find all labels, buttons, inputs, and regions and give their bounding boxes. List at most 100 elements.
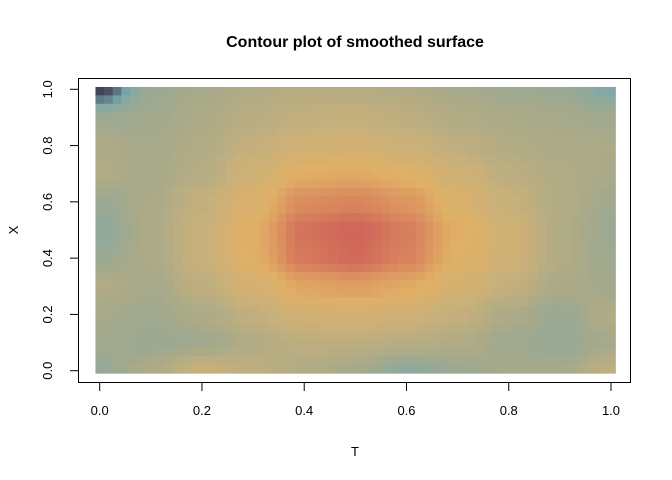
heatmap-cell [199, 162, 209, 172]
heatmap-cell [234, 196, 244, 206]
heatmap-cell [415, 255, 426, 265]
heatmap-cell [606, 204, 616, 214]
heatmap-cell [493, 154, 504, 164]
heatmap-cell [441, 196, 452, 206]
heatmap-cell [441, 314, 452, 324]
heatmap-cell [121, 272, 131, 282]
heatmap-cell [147, 103, 157, 113]
heatmap-cell [242, 280, 252, 290]
heatmap-cell [597, 103, 608, 113]
heatmap-cell [225, 356, 235, 366]
heatmap-cell [433, 103, 443, 113]
heatmap-cell [606, 171, 616, 181]
heatmap-cell [260, 339, 270, 349]
heatmap-cell [268, 221, 278, 231]
heatmap-cell [320, 246, 330, 256]
heatmap-cell [164, 347, 175, 357]
heatmap-cell [545, 263, 556, 273]
heatmap-cell [190, 221, 201, 231]
heatmap-cell [121, 255, 131, 265]
heatmap-cell [485, 322, 495, 332]
heatmap-cell [173, 314, 183, 324]
heatmap-cell [537, 255, 547, 265]
heatmap-cell [372, 263, 382, 273]
heatmap-cell [173, 196, 183, 206]
heatmap-cell [571, 154, 582, 164]
heatmap-cell [312, 145, 322, 155]
heatmap-cell [580, 112, 590, 122]
heatmap-cell [589, 330, 599, 340]
heatmap-cell [346, 280, 356, 290]
heatmap-cell [260, 204, 270, 214]
heatmap-cell [294, 246, 304, 256]
heatmap-cell [277, 339, 287, 349]
heatmap-cell [493, 213, 504, 223]
heatmap-cell [606, 330, 616, 340]
heatmap-cell [147, 154, 157, 164]
heatmap-cell [459, 364, 469, 374]
heatmap-cell [528, 339, 538, 349]
heatmap-cell [407, 330, 417, 340]
heatmap-cell [251, 129, 261, 139]
heatmap-cell [433, 154, 443, 164]
heatmap-cell [216, 213, 227, 223]
heatmap-cell [234, 364, 244, 374]
heatmap-cell [268, 103, 278, 113]
heatmap-cell [606, 137, 616, 147]
heatmap-cell [537, 221, 547, 231]
heatmap-cell [493, 162, 504, 172]
heatmap-cell [450, 86, 460, 96]
heatmap-cell [95, 255, 105, 265]
heatmap-cell [138, 129, 149, 139]
heatmap-cell [286, 179, 296, 189]
heatmap-cell [147, 280, 157, 290]
heatmap-cell [277, 112, 287, 122]
heatmap-cell [208, 347, 218, 357]
heatmap-cell [242, 112, 252, 122]
heatmap-cell [459, 137, 469, 147]
heatmap-cell [606, 103, 616, 113]
heatmap-cell [277, 314, 287, 324]
heatmap-cell [130, 330, 140, 340]
heatmap-cell [294, 272, 304, 282]
heatmap-cell [485, 347, 495, 357]
heatmap-cell [138, 179, 149, 189]
heatmap-cell [407, 263, 417, 273]
heatmap-cell [294, 221, 304, 231]
heatmap-cell [355, 272, 365, 282]
heatmap-cell [433, 339, 443, 349]
heatmap-cell [208, 86, 218, 96]
heatmap-cell [277, 162, 287, 172]
heatmap-cell [277, 221, 287, 231]
heatmap-cell [138, 255, 149, 265]
heatmap-cell [589, 95, 599, 105]
heatmap-cell [424, 322, 434, 332]
heatmap-cell [381, 95, 391, 105]
heatmap-cell [571, 213, 582, 223]
heatmap-cell [225, 213, 235, 223]
heatmap-cell [407, 246, 417, 256]
heatmap-cell [130, 145, 140, 155]
heatmap-cell [398, 297, 408, 307]
heatmap-cell [242, 129, 252, 139]
heatmap-cell [156, 154, 166, 164]
heatmap-cell [493, 238, 504, 248]
heatmap-cell [208, 221, 218, 231]
heatmap-cell [121, 179, 131, 189]
heatmap-cell [372, 162, 382, 172]
heatmap-cell [104, 297, 114, 307]
heatmap-cell [303, 112, 313, 122]
heatmap-cell [597, 154, 608, 164]
heatmap-cell [415, 339, 426, 349]
heatmap-cell [433, 347, 443, 357]
heatmap-cell [597, 297, 608, 307]
heatmap-cell [364, 322, 374, 332]
heatmap-cell [312, 86, 322, 96]
y-axis-label: X [6, 225, 21, 234]
heatmap-cell [398, 221, 408, 231]
heatmap-cell [441, 297, 452, 307]
heatmap-cell [537, 330, 547, 340]
heatmap-cell [502, 137, 512, 147]
heatmap-cell [260, 221, 270, 231]
heatmap-cell [545, 204, 556, 214]
